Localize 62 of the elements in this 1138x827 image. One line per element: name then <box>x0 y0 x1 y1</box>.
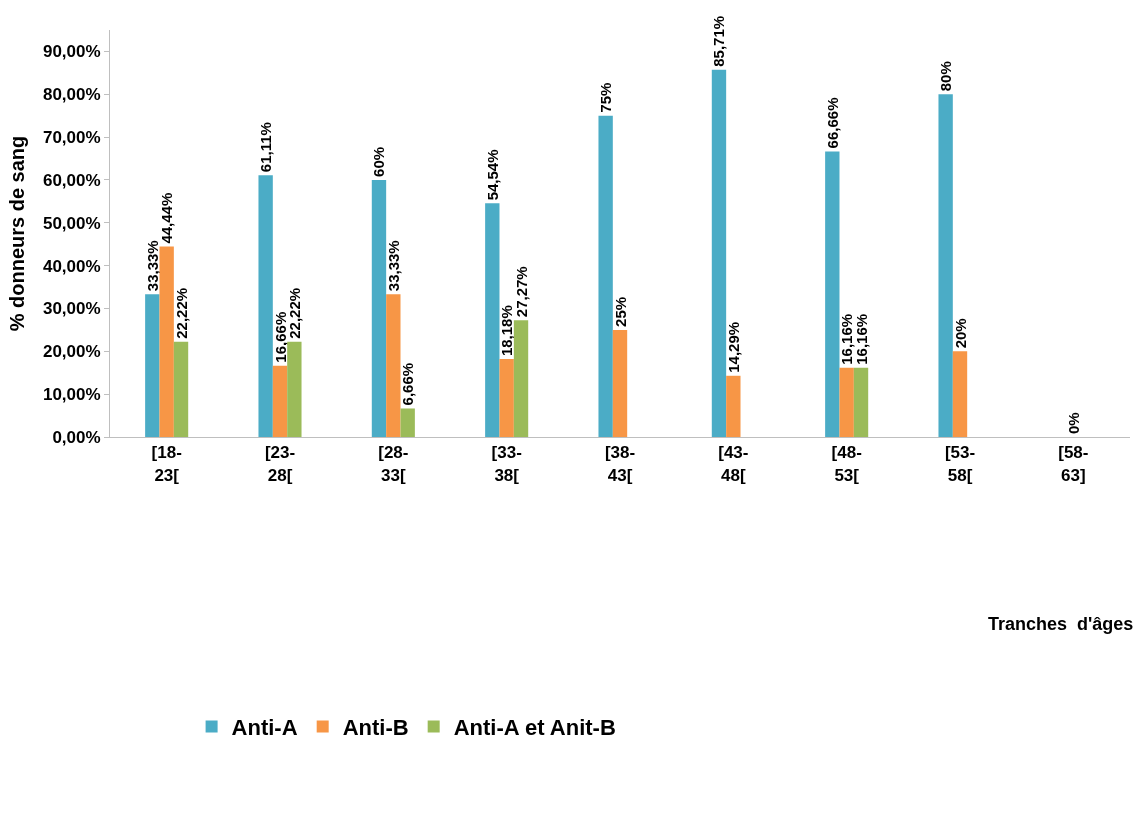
y-tick-label: 30,00% <box>42 299 101 319</box>
y-tick-label: 70,00% <box>42 128 101 148</box>
y-tick-label: 50,00% <box>42 213 101 233</box>
data-label: 60% <box>370 146 388 177</box>
bar <box>839 367 854 437</box>
bar <box>612 329 628 437</box>
y-tick-label: 40,00% <box>42 256 101 276</box>
bar <box>371 179 387 437</box>
bar <box>825 151 840 437</box>
data-label: 54,54% <box>483 149 501 201</box>
y-tick-label: 90,00% <box>42 42 101 62</box>
data-label: 22,22% <box>172 287 190 339</box>
text: Tranches d'âges <box>988 614 1134 634</box>
x-tick-label: [18-23[ <box>151 443 182 485</box>
y-tick-label: 80,00% <box>42 85 101 105</box>
y-tick-label: 0,00% <box>52 427 101 447</box>
data-label: 25% <box>611 296 629 327</box>
bar <box>513 320 529 437</box>
data-label: 75% <box>597 82 615 113</box>
data-label: 85,71% <box>710 15 728 67</box>
bar <box>952 351 968 437</box>
bar <box>598 115 613 437</box>
bar <box>726 375 741 437</box>
x-tick-label: [48-53[ <box>831 443 862 485</box>
data-label: 33,33% <box>384 240 402 292</box>
x-tick-label: [43-48[ <box>718 443 749 485</box>
y-axis-title: % donneurs de sang <box>6 135 29 332</box>
bar <box>853 367 869 437</box>
bar <box>159 246 174 437</box>
bar <box>400 408 415 437</box>
x-tick-label: [23-28[ <box>264 443 296 485</box>
bar <box>272 365 288 437</box>
x-tick-label: [53-58[ <box>944 443 976 485</box>
bar <box>145 294 160 437</box>
x-tick-label: [38-43[ <box>604 443 636 485</box>
data-label: 16,16% <box>838 313 856 365</box>
x-tick-label: [28-33[ <box>378 443 409 485</box>
data-label: 0% <box>1064 412 1082 434</box>
bar <box>711 69 727 437</box>
data-label: 61,11% <box>257 122 275 173</box>
x-tick-label: [33-38[ <box>491 443 522 485</box>
legend-label: Anti-B <box>342 715 409 740</box>
y-tick-label: 10,00% <box>42 385 101 405</box>
bar <box>485 203 500 437</box>
data-label: 66,66% <box>823 97 841 149</box>
data-label: 44,44% <box>158 192 176 244</box>
data-label: 33,33% <box>143 240 161 292</box>
bar <box>258 175 273 437</box>
data-label: 20% <box>951 318 969 349</box>
legend-label: Anti-A et Anit-B <box>453 715 616 740</box>
bar <box>173 341 189 437</box>
y-tick-label: 60,00% <box>42 170 101 190</box>
y-tick-label: 20,00% <box>42 342 101 362</box>
bar <box>499 359 514 437</box>
x-tick-label: [58-63] <box>1058 443 1089 485</box>
bar <box>938 94 953 437</box>
bar <box>386 294 401 437</box>
bar <box>287 341 302 437</box>
data-label: 14,29% <box>724 321 742 373</box>
data-label: 80% <box>937 61 955 92</box>
data-label: 6,66% <box>399 362 417 406</box>
legend-label: Anti-A <box>231 715 298 740</box>
